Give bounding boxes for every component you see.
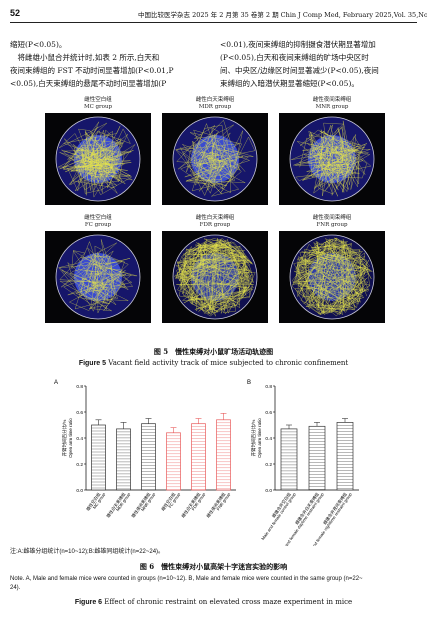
text-line: <0.05),白天束缚组的悬尾不动时间显著增加(P (10, 79, 167, 88)
panel-label: B (247, 380, 251, 386)
y-tick-label: 0.6 (265, 410, 272, 416)
panel-label: A (54, 380, 58, 386)
text-line: 夜间束缚组的 FST 不动时间显著增加(P<0.01,P (10, 66, 174, 75)
track-panel-mdr: 雌性白天束缚组 MDR group (162, 97, 268, 205)
track-image (45, 231, 151, 323)
right-column: <0.01),夜间束缚组的抑制摄食潜伏期显著增加 (P<0.05),白天和夜间束… (220, 38, 420, 90)
y-tick-label: 0.0 (76, 488, 83, 494)
figure-5-caption-cn: 图 5 慢性束缚对小鼠旷场活动轨迹图 (153, 347, 274, 356)
caption-text: Effect of chronic restraint on elevated … (104, 598, 353, 606)
figure-6-note-cn: 注:A:雌雄分组统计(n=10~12);B:雌雄同组统计(n=22~24)。 (10, 549, 165, 555)
panel-label-en: MNR group (315, 104, 349, 110)
header-rule (10, 22, 417, 23)
y-tick-label: 0.2 (76, 462, 83, 468)
figure-label: Figure 6 (74, 599, 103, 606)
caption-text: Vacant field activity track of mice subj… (108, 359, 349, 367)
bar-chart-a: A 0.0 0.2 0.4 0.6 0.8 开臂时间百分比/% Open arm time r… (54, 380, 236, 519)
trajectory (291, 237, 373, 317)
figure-6-caption-cn: 图 6 慢性束缚对小鼠高架十字迷宫实验的影响 (139, 562, 288, 571)
panel-label-cn: 雌性空白组 (84, 97, 112, 103)
track-panel-fc: 雌性空白组 FC group (45, 215, 151, 323)
panel-label-cn: 雌性夜间束缚组 (312, 215, 352, 221)
bar (91, 424, 106, 491)
track-image (279, 113, 385, 205)
bar (166, 432, 181, 491)
trajectory (175, 119, 256, 197)
figure-5-caption-en: Figure 5 Vacant field activity track of … (0, 359, 427, 367)
figure-6-note-en: Note. A, Male and female mice were count… (10, 576, 363, 582)
track-image (45, 113, 151, 205)
panel-label-cn: 雌性空白组 (84, 215, 112, 221)
track-panel-mnr: 雌性夜间束缚组 MNR group (279, 97, 385, 205)
bar (216, 419, 231, 491)
y-tick-label: 0.8 (265, 384, 272, 390)
figure-6-note-en-cont: 24). (10, 585, 21, 591)
trajectory (58, 239, 138, 313)
journal-title: 中国比较医学杂志 2025 年 2 月第 35 卷第 2 期 Chin J Co… (138, 11, 427, 19)
trajectory (58, 121, 136, 198)
track-panel-fdr: 雌性白天束缚组 FDR group (162, 215, 268, 323)
panel-label-en: MC group (83, 104, 113, 110)
panel-label-en: FC group (84, 222, 112, 228)
text-line: 束缚组的入暗潜伏期显著缩短(P<0.05)。 (220, 79, 359, 88)
y-axis-label: Open arm time ratio (68, 418, 73, 458)
y-tick-label: 0.4 (265, 436, 272, 442)
y-tick-label: 0.0 (265, 488, 272, 494)
track-image (162, 113, 268, 205)
trajectory (291, 120, 372, 197)
running-header: 52 中国比较医学杂志 2025 年 2 月第 35 卷第 2 期 Chin J… (10, 8, 427, 22)
text-line: 将雌雄小鼠合并统计时,如表 2 所示,白天和 (10, 53, 160, 62)
panel-label-cn: 雌性白天束缚组 (195, 215, 235, 221)
figure-6-caption-en: Figure 6 Effect of chronic restraint on … (0, 598, 427, 606)
trajectory (174, 238, 256, 317)
y-axis-label: Open arm time ratio (257, 418, 262, 458)
y-axis-label: 开臂时间百分比/% (61, 420, 68, 457)
panel-label-cn: 雌性夜间束缚组 (312, 97, 352, 103)
bar-chart-b: B 0.0 0.2 0.4 0.6 0.8 开臂时间百分比/% Open arm time r… (247, 380, 359, 546)
figure-5: 雌性空白组 MC group 雌性白天束缚组 MDR group 雌性夜间束缚组… (45, 97, 385, 349)
track-image (162, 231, 268, 323)
track-image (279, 231, 385, 323)
panel-label-cn: 雌性白天束缚组 (195, 97, 235, 103)
y-tick-label: 0.2 (265, 462, 272, 468)
panel-label-en: MDR group (198, 104, 232, 110)
track-panel-fnr: 雌性夜间束缚组 FNR group (279, 215, 385, 323)
track-panel-mc: 雌性空白组 MC group (45, 97, 151, 205)
y-axis-label: 开臂时间百分比/% (250, 420, 257, 457)
panel-label-en: FDR group (199, 222, 231, 228)
bar (336, 422, 354, 491)
y-tick-label: 0.8 (76, 384, 83, 390)
text-line: (P<0.05),白天和夜间束缚组的旷场中央区时 (220, 53, 369, 62)
figure-label: Figure 5 (78, 360, 107, 367)
text-line: 间、中央区/边缘区时间显著减少(P<0.05),夜间 (220, 66, 379, 75)
text-line: 缩短(P<0.05)。 (10, 40, 67, 49)
panel-label-en: FNR group (316, 222, 348, 228)
text-line: <0.01),夜间束缚组的抑制摄食潜伏期显著增加 (220, 40, 376, 49)
page-number: 52 (10, 8, 21, 18)
y-tick-label: 0.4 (76, 436, 83, 442)
y-tick-label: 0.6 (76, 410, 83, 416)
left-column: 缩短(P<0.05)。 将雌雄小鼠合并统计时,如表 2 所示,白天和 夜间束缚组… (10, 38, 210, 90)
